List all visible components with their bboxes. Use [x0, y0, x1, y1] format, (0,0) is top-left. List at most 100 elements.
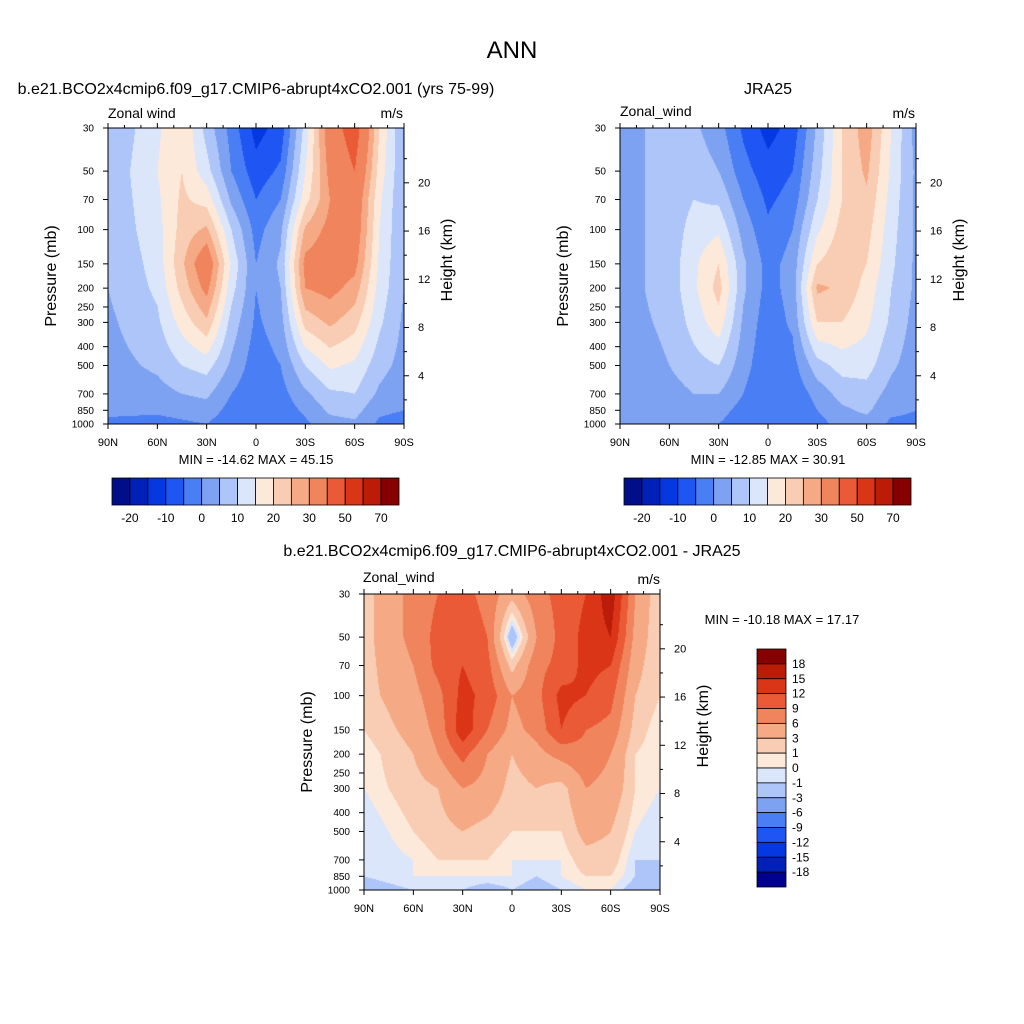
- colorbar-swatch: [756, 708, 787, 724]
- height-tick-label: 20: [930, 177, 942, 189]
- colorbar-label: 12: [792, 687, 806, 701]
- panel-model-field: [108, 128, 404, 424]
- colorbar-label: -3: [792, 791, 803, 805]
- panel-difference-units-label: m/s: [637, 571, 660, 587]
- panel-model-ylabel: Pressure (mb): [43, 225, 60, 326]
- colorbar-swatch: [623, 477, 643, 506]
- y-tick-label: 150: [333, 725, 350, 736]
- y-tick-label: 70: [83, 195, 95, 206]
- panel-difference-title: b.e21.BCO2x4cmip6.f09_g17.CMIP6-abrupt4x…: [283, 543, 740, 560]
- colorbar-label: -1: [792, 776, 803, 790]
- y-tick-label: 500: [333, 827, 350, 838]
- colorbar-swatch: [756, 648, 787, 665]
- panel-difference-stats: MIN = -10.18 MAX = 17.17: [705, 612, 860, 627]
- colorbar-swatch: [756, 871, 787, 888]
- x-tick-label: 60S: [345, 437, 365, 449]
- colorbar-label: 30: [815, 511, 829, 525]
- y-tick-label: 200: [333, 750, 350, 761]
- x-tick-label: 90N: [610, 437, 630, 449]
- colorbar-swatch: [147, 477, 167, 506]
- y-tick-label: 70: [339, 661, 351, 672]
- y-tick-label: 100: [589, 225, 606, 236]
- colorbar-swatch: [255, 477, 274, 506]
- x-tick-label: 30S: [296, 437, 316, 449]
- colorbar-swatch: [756, 722, 787, 739]
- colorbar-swatch: [856, 477, 876, 506]
- colorbar-swatch: [756, 678, 787, 695]
- colorbar-swatch: [713, 477, 733, 506]
- colorbar-label: -20: [633, 511, 651, 525]
- colorbar-swatch: [874, 477, 894, 506]
- x-tick-label: 90N: [98, 437, 118, 449]
- x-tick-label: 30N: [709, 437, 729, 449]
- x-tick-label: 90S: [394, 437, 414, 449]
- y-tick-label: 30: [595, 124, 607, 135]
- x-tick-label: 0: [765, 437, 771, 449]
- colorbar-label: 1: [792, 746, 799, 760]
- height-tick-label: 16: [418, 226, 430, 238]
- colorbar-swatch: [129, 477, 149, 506]
- x-tick-label: 60S: [857, 437, 877, 449]
- x-tick-label: 30S: [808, 437, 828, 449]
- y-tick-label: 400: [589, 342, 606, 353]
- colorbar-swatch: [731, 477, 750, 506]
- y-tick-label: 700: [333, 855, 350, 866]
- colorbar-swatch: [641, 477, 661, 506]
- colorbar-label: 10: [743, 511, 757, 525]
- panel-difference-variable-label: Zonal_wind: [363, 569, 435, 585]
- colorbar-swatch: [201, 477, 221, 506]
- y-tick-label: 30: [339, 590, 351, 601]
- colorbar-swatch: [756, 737, 787, 754]
- colorbar-label: -12: [792, 835, 810, 849]
- panel-model-colorbar: -20 -10 0 10 20 30 50 70: [111, 477, 400, 525]
- colorbar-swatch: [111, 477, 131, 506]
- x-tick-label: 90S: [650, 903, 670, 915]
- colorbar-swatch: [756, 827, 787, 843]
- colorbar-swatch: [219, 477, 238, 506]
- colorbar-swatch: [785, 477, 804, 506]
- x-tick-label: 30S: [552, 903, 572, 915]
- panel-difference-field: [364, 594, 660, 890]
- colorbar-swatch: [756, 693, 787, 709]
- colorbar-swatch: [362, 477, 382, 506]
- colorbar-label: 70: [374, 511, 388, 525]
- colorbar-swatch: [165, 477, 185, 506]
- y-tick-label: 1000: [328, 886, 351, 897]
- panel-obs-variable-label: Zonal_wind: [620, 103, 692, 119]
- colorbar-swatch: [237, 477, 256, 506]
- height-tick-label: 12: [418, 274, 430, 286]
- colorbar-label: 20: [779, 511, 793, 525]
- y-tick-label: 50: [595, 167, 607, 178]
- colorbar-swatch: [659, 477, 679, 506]
- y-tick-label: 150: [77, 259, 94, 270]
- y-tick-label: 30: [83, 124, 95, 135]
- colorbar-swatch: [756, 856, 787, 873]
- colorbar-swatch: [290, 477, 310, 506]
- colorbar-swatch: [749, 477, 768, 506]
- colorbar-swatch: [756, 797, 787, 814]
- panel-obs-title: JRA25: [744, 81, 792, 98]
- y-tick-label: 1000: [72, 420, 95, 431]
- panel-obs-colorbar: -20 -10 0 10 20 30 50 70: [623, 477, 912, 525]
- colorbar-label: 15: [792, 672, 806, 686]
- panel-difference-axes: 90N 60N 30N 0 30S 60S 90S 30 50 70 100 150 200 250 300…: [328, 589, 686, 915]
- colorbar-label: -10: [669, 511, 687, 525]
- height-tick-label: 12: [674, 740, 686, 752]
- colorbar-label: 30: [303, 511, 317, 525]
- panel-model-title: b.e21.BCO2x4cmip6.f09_g17.CMIP6-abrupt4x…: [18, 81, 495, 98]
- colorbar-swatch: [756, 663, 787, 680]
- colorbar-swatch: [892, 477, 912, 506]
- y-tick-label: 500: [77, 361, 94, 372]
- colorbar-swatch: [756, 782, 787, 799]
- height-tick-label: 8: [674, 788, 680, 800]
- colorbar-swatch: [756, 767, 787, 784]
- x-tick-label: 60N: [659, 437, 679, 449]
- panel-obs-ylabel-right: Height (km): [951, 219, 968, 302]
- y-tick-label: 70: [595, 195, 607, 206]
- colorbar-swatch: [767, 477, 786, 506]
- colorbar-label: 50: [851, 511, 865, 525]
- y-tick-label: 250: [77, 302, 94, 313]
- y-tick-label: 850: [333, 872, 350, 883]
- colorbar-label: -6: [792, 806, 803, 820]
